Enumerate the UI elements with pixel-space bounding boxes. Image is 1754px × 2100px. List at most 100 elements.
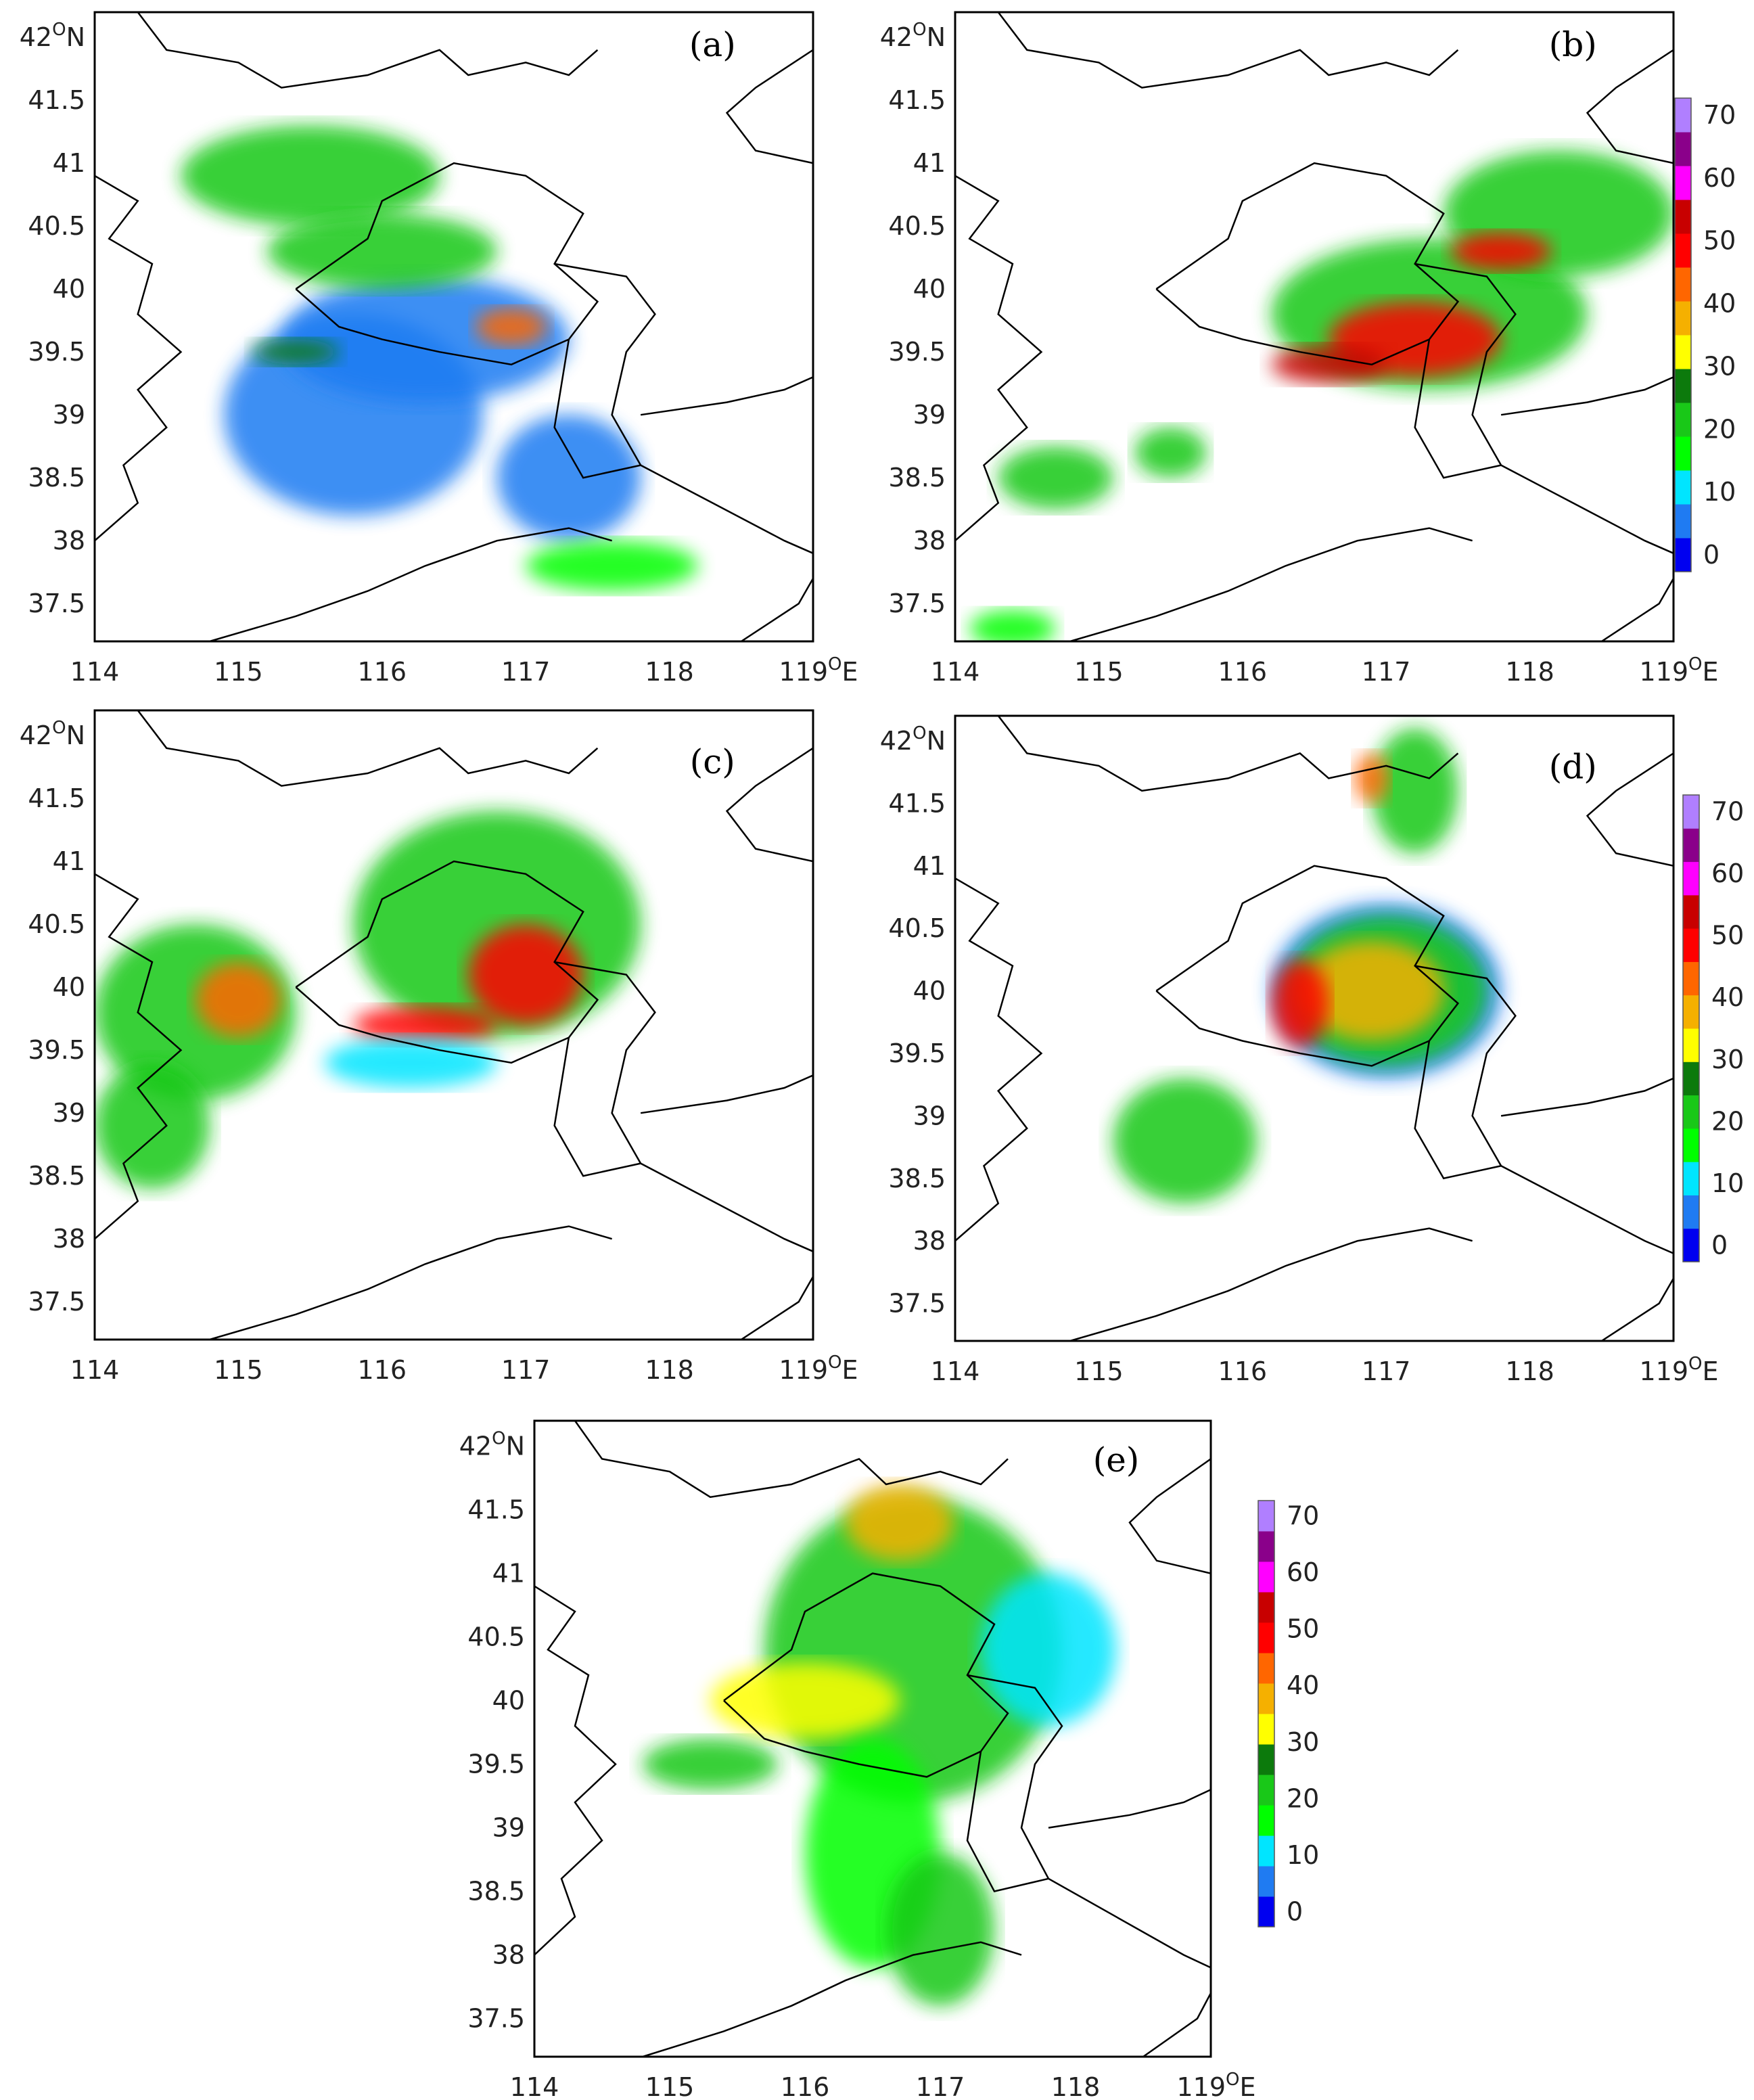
- boundary-line: [1601, 578, 1674, 641]
- echo-cell: [497, 415, 641, 541]
- colorbar-segment: [1675, 436, 1691, 471]
- panel-label: (e): [1093, 1440, 1140, 1480]
- lon-tick-label: 117: [501, 1355, 551, 1385]
- echo-cell: [281, 276, 569, 403]
- colorbar-tick-label: 30: [1711, 1045, 1744, 1074]
- lat-tick-label: 37.5: [28, 1287, 85, 1317]
- echo-cell: [1113, 1078, 1257, 1204]
- panel-label: (c): [690, 742, 735, 781]
- colorbar: 70 60 50 40 30 20 10 0: [1674, 97, 1736, 572]
- lon-tick-label: 117: [1362, 1356, 1411, 1386]
- boundary-line: [574, 1421, 1009, 1499]
- echo-cell: [1271, 345, 1387, 384]
- panels-layer: 114 115 116 117 118 119OE 41.5 41 40.5 40 39.5 39 38…: [20, 11, 1719, 2100]
- boundary-line: [1069, 527, 1473, 641]
- lat-tick-label: 39: [913, 1101, 946, 1131]
- colorbar-tick-label: 20: [1703, 414, 1736, 444]
- echo-cell: [181, 125, 440, 227]
- lon-tick-label: 114: [70, 657, 120, 687]
- lon-tick-label: 114: [931, 657, 980, 687]
- map-frame: [533, 1419, 1212, 2058]
- colorbar-segment: [1675, 166, 1691, 200]
- province-boundaries: [95, 12, 813, 641]
- echo-cell: [526, 541, 699, 591]
- colorbar-segment: [1258, 1835, 1274, 1867]
- lon-tick-label: 116: [1218, 1356, 1268, 1386]
- boundary-line: [295, 162, 599, 366]
- boundary-line: [640, 1162, 813, 1252]
- radar-panel: 114 115 116 117 118 119OE 41.5 41 40.5 40 39.5 39 38…: [880, 11, 1719, 687]
- panel-label: (d): [1549, 747, 1597, 786]
- colorbar-tick-label: 70: [1703, 100, 1736, 130]
- lat-tick-label: 40: [913, 274, 946, 304]
- radar-panel: 114 115 116 117 118 119OE 41.5 41 40.5 40 39.5 39 38…: [459, 1419, 1256, 2100]
- colorbar-segment: [1258, 1683, 1274, 1714]
- echo-cell: [95, 1062, 210, 1189]
- lat-tick-label: 39: [913, 400, 946, 430]
- colorbar-segment: [1258, 1501, 1274, 1532]
- colorbar-segment: [1258, 1561, 1274, 1593]
- colorbar-tick-label: 30: [1287, 1727, 1319, 1757]
- colorbar-segment: [1675, 233, 1691, 268]
- colorbar-segment: [1683, 961, 1699, 996]
- boundary-line: [1586, 49, 1674, 164]
- lon-tick-label: 118: [1505, 657, 1554, 687]
- colorbar-segment: [1258, 1866, 1274, 1897]
- boundary-line: [1414, 262, 1517, 479]
- lat-tick-label-top: 42ON: [20, 718, 85, 750]
- lat-tick-label: 38.5: [888, 463, 946, 493]
- echo-cell: [846, 1484, 954, 1561]
- boundary-line: [1048, 1877, 1211, 1969]
- lon-tick-label: 115: [214, 1355, 263, 1385]
- echo-cell: [886, 1853, 994, 2006]
- lon-tick-label: 115: [1074, 657, 1124, 687]
- colorbar: 70 60 50 40 30 20 10 0: [1682, 794, 1744, 1262]
- lat-tick-label: 38: [913, 526, 946, 555]
- lat-tick-label: 40: [492, 1686, 525, 1716]
- lat-tick-label-top: 42ON: [880, 723, 946, 756]
- colorbar-tick-label: 70: [1287, 1501, 1319, 1531]
- lat-tick-label: 38.5: [28, 1161, 85, 1191]
- lat-tick-label: 41.5: [888, 788, 946, 818]
- echo-cell: [1299, 940, 1444, 1041]
- lat-tick-label: 37.5: [888, 589, 946, 618]
- radar-panel: 114 115 116 117 118 119OE 41.5 41 40.5 40 39.5 39 38…: [20, 11, 858, 687]
- colorbar-segment: [1683, 1195, 1699, 1229]
- colorbar-segment: [1683, 1028, 1699, 1062]
- lon-tick-label-end: 119OE: [779, 1352, 858, 1385]
- lat-tick-label: 38: [53, 1224, 85, 1254]
- colorbar-segment: [1258, 1775, 1274, 1806]
- boundary-line: [1500, 464, 1674, 554]
- lat-tick-label: 38: [913, 1226, 946, 1256]
- echo-cell: [353, 1006, 497, 1044]
- echo-cell: [252, 339, 340, 365]
- province-boundaries: [955, 716, 1674, 1341]
- echo-cell: [969, 610, 1056, 641]
- boundary-line: [1601, 1277, 1674, 1341]
- echo-cell: [475, 308, 548, 346]
- boundary-line: [1155, 865, 1460, 1067]
- lat-tick-label: 39.5: [888, 337, 946, 367]
- lon-tick-label: 116: [781, 2072, 830, 2100]
- colorbar-tick-label: 40: [1703, 289, 1736, 319]
- boundary-line: [1500, 1165, 1674, 1254]
- lat-tick-label-top: 42ON: [459, 1429, 525, 1461]
- boundary-line: [966, 1674, 1063, 1893]
- colorbar-tick-label: 30: [1703, 351, 1736, 381]
- lat-tick-label: 38: [53, 526, 85, 555]
- lon-tick-label-end: 119OE: [1176, 2070, 1255, 2100]
- boundary-line: [295, 860, 599, 1064]
- echo-cell: [267, 213, 497, 290]
- colorbar-tick-label: 50: [1703, 226, 1736, 256]
- lon-tick-label: 117: [1362, 657, 1411, 687]
- lat-tick-label-top: 42ON: [880, 20, 946, 52]
- boundary-line: [1500, 376, 1674, 416]
- lon-tick-label: 114: [70, 1355, 120, 1385]
- lat-tick-label: 39.5: [467, 1750, 525, 1779]
- boundary-line: [640, 1074, 813, 1114]
- lon-tick-label: 115: [1074, 1356, 1124, 1386]
- lon-tick-label: 118: [1505, 1356, 1554, 1386]
- lon-tick-label: 118: [645, 1355, 694, 1385]
- boundary-line: [137, 710, 599, 787]
- boundary-line: [1048, 1789, 1211, 1829]
